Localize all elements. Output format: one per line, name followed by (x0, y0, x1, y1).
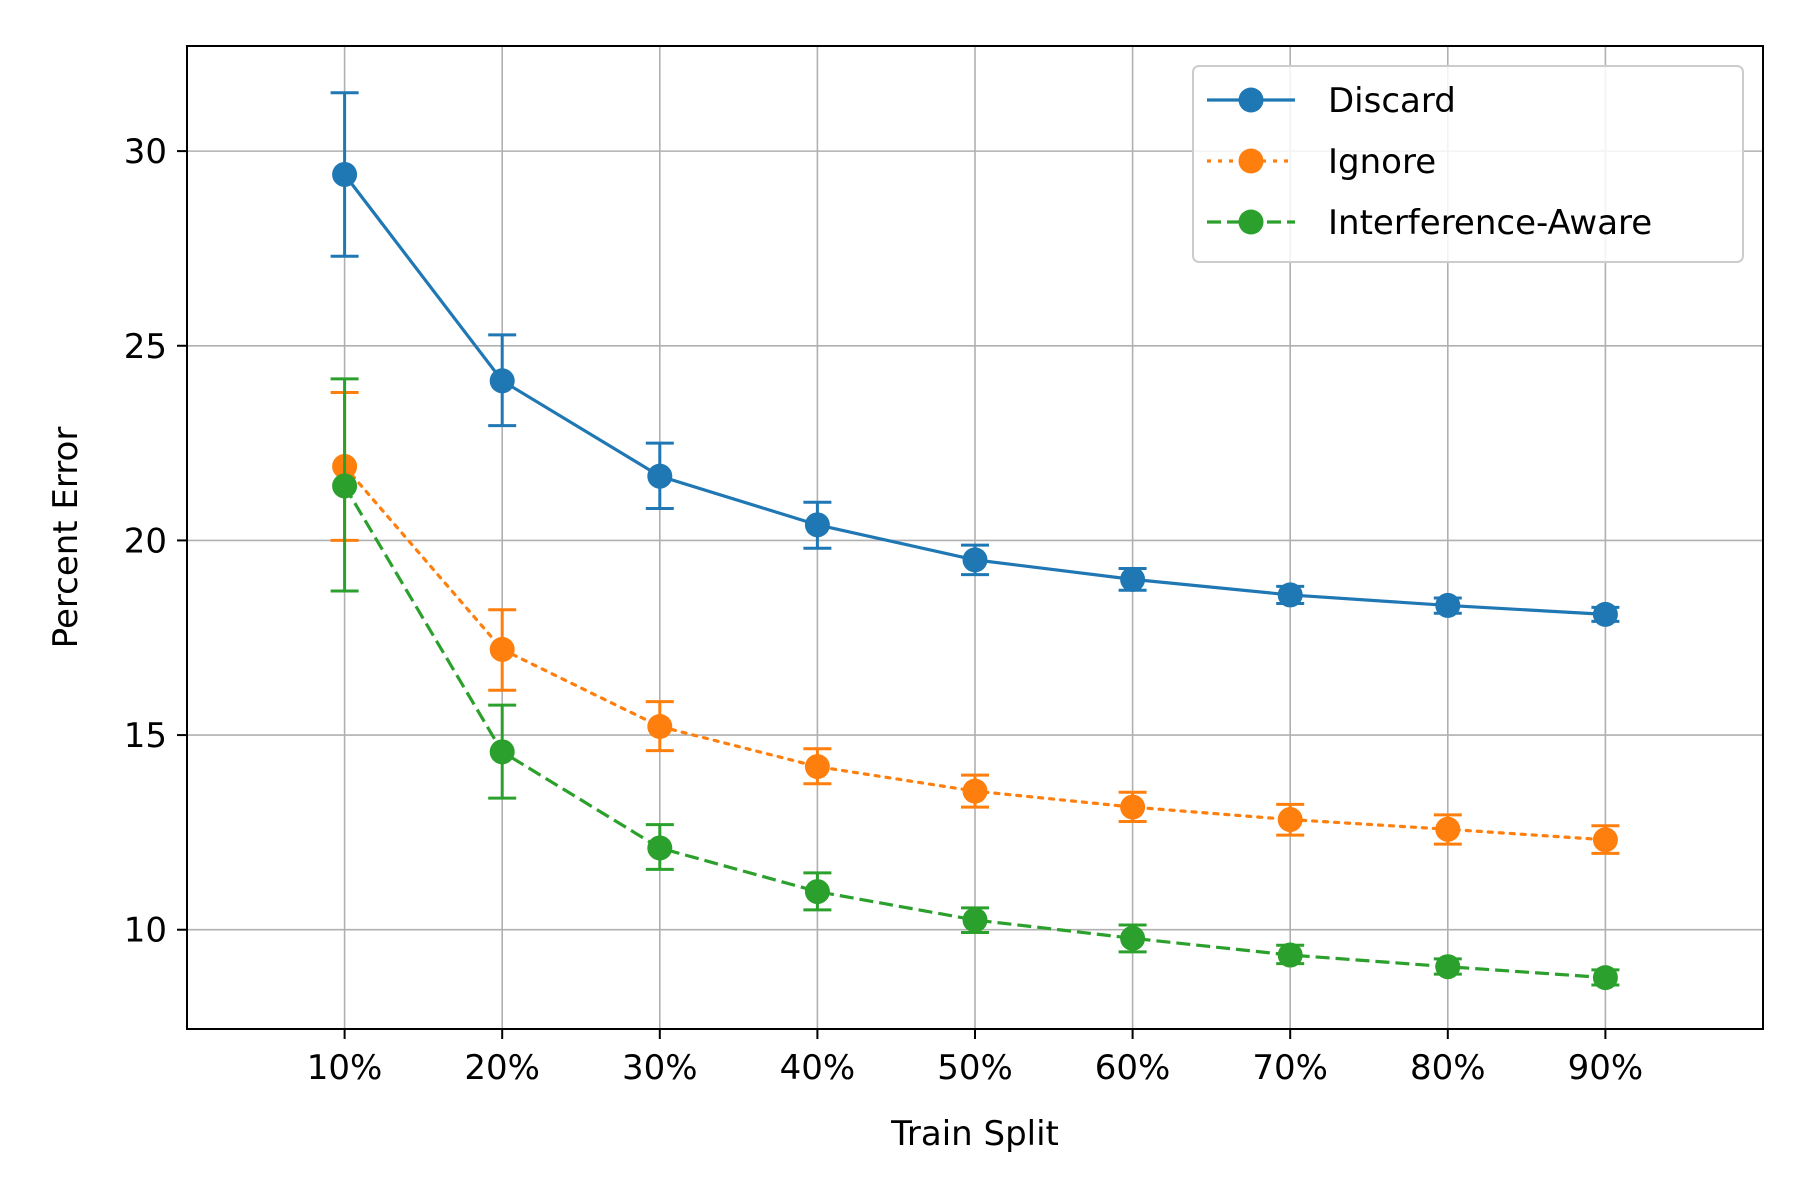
data-point (1435, 592, 1461, 618)
x-tick-label: 80% (1410, 1048, 1486, 1088)
data-point (1592, 827, 1618, 853)
data-point (1120, 925, 1146, 951)
data-point (332, 473, 358, 499)
data-point (962, 907, 988, 933)
legend: Discard Ignore Interference-Aware (1192, 65, 1744, 263)
legend-marker (1238, 87, 1264, 113)
data-point (1277, 942, 1303, 968)
x-tick-label: 30% (622, 1048, 698, 1088)
legend-marker (1238, 209, 1264, 235)
legend-label: Discard (1328, 81, 1456, 121)
data-point (489, 636, 515, 662)
data-point (489, 368, 515, 394)
legend-item: Discard (1207, 81, 1456, 121)
y-axis-label: Percent Error (46, 427, 86, 649)
data-point (489, 739, 515, 765)
x-tick-label: 60% (1095, 1048, 1171, 1088)
y-tick-label: 10 (124, 911, 167, 951)
x-tick-label: 40% (780, 1048, 856, 1088)
data-point (1120, 566, 1146, 592)
data-point (962, 547, 988, 573)
axis-ticks: 10% 20% 30% 40% 50% 60% 70% 80% 90% 10 15 20 25 30 (124, 132, 1643, 1088)
legend-label: Ignore (1328, 142, 1436, 182)
legend-label: Interference-Aware (1328, 203, 1652, 243)
x-tick-label: 70% (1252, 1048, 1328, 1088)
y-tick-label: 15 (124, 716, 167, 756)
legend-marker (1238, 148, 1264, 174)
data-point (962, 778, 988, 804)
data-point (804, 754, 830, 780)
x-tick-label: 90% (1568, 1048, 1644, 1088)
series-discard (330, 91, 1620, 627)
y-tick-label: 30 (124, 132, 167, 172)
y-tick-label: 25 (124, 327, 167, 367)
data-point (647, 463, 673, 489)
x-tick-label: 50% (937, 1048, 1013, 1088)
x-tick-label: 20% (464, 1048, 540, 1088)
legend-item: Ignore (1207, 142, 1436, 182)
data-point (1277, 807, 1303, 833)
legend-item: Interference-Aware (1207, 203, 1652, 243)
series-interference-aware (330, 377, 1620, 991)
data-point (1592, 601, 1618, 627)
series-line (343, 485, 1606, 980)
data-point (332, 161, 358, 187)
data-point (1277, 582, 1303, 608)
x-axis-label: Train Split (890, 1114, 1059, 1154)
data-point (647, 835, 673, 861)
data-point (1435, 816, 1461, 842)
x-tick-label: 10% (307, 1048, 383, 1088)
y-tick-label: 20 (124, 521, 167, 561)
data-point (804, 879, 830, 905)
series-layer (330, 91, 1620, 991)
legend-box (1192, 65, 1744, 263)
data-point (647, 714, 673, 740)
data-point (1435, 954, 1461, 980)
data-point (804, 512, 830, 538)
data-point (1120, 794, 1146, 820)
data-point (1592, 965, 1618, 991)
